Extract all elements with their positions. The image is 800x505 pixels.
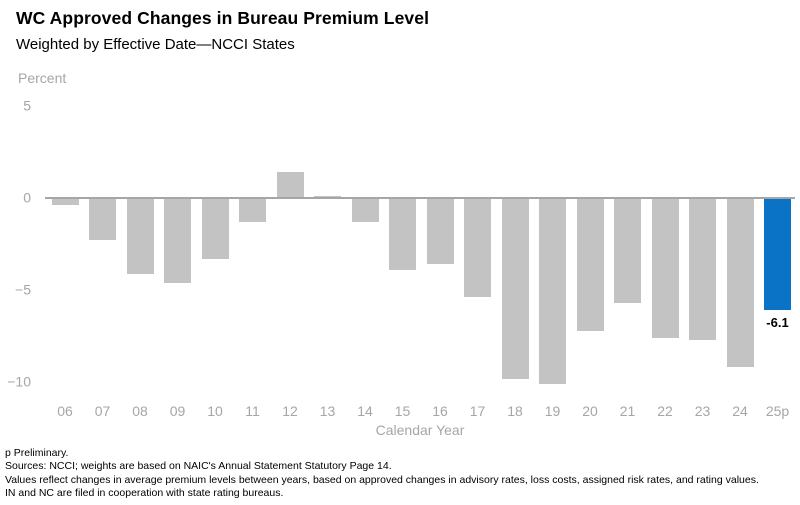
bar-19 bbox=[539, 198, 566, 385]
x-tick-label-24: 24 bbox=[732, 403, 748, 419]
bar-25p-highlight bbox=[764, 198, 791, 311]
x-tick-label-19: 19 bbox=[544, 403, 561, 419]
bar-11 bbox=[239, 198, 266, 222]
chart-title: WC Approved Changes in Bureau Premium Le… bbox=[16, 8, 430, 28]
x-tick-label-12: 12 bbox=[282, 403, 298, 419]
y-tick-label: 0 bbox=[23, 189, 31, 206]
x-tick-label-25p: 25p bbox=[765, 403, 790, 419]
bar-09 bbox=[164, 198, 191, 283]
bar-10 bbox=[201, 198, 229, 259]
bar-23 bbox=[689, 198, 716, 340]
x-tick-label-09: 09 bbox=[169, 403, 186, 419]
bar-14 bbox=[351, 198, 379, 222]
footnotes: p Preliminary. Sources: NCCI; weights are… bbox=[5, 447, 796, 501]
x-tick-label-18: 18 bbox=[507, 403, 523, 419]
bar-22 bbox=[651, 198, 679, 338]
bar-18 bbox=[501, 198, 529, 379]
x-tick-label-20: 20 bbox=[582, 403, 598, 419]
x-tick-label-11: 11 bbox=[245, 403, 260, 419]
x-tick-label-06: 06 bbox=[57, 403, 73, 419]
x-tick-label-17: 17 bbox=[469, 403, 486, 419]
x-tick-label-08: 08 bbox=[132, 403, 148, 419]
x-tick-label-15: 15 bbox=[394, 403, 411, 419]
x-tick-label-14: 14 bbox=[357, 403, 373, 419]
bar-06 bbox=[51, 198, 79, 206]
bar-16 bbox=[426, 198, 454, 265]
x-tick-label-07: 07 bbox=[94, 403, 111, 419]
bar-24 bbox=[726, 198, 754, 368]
x-axis-zero-line bbox=[45, 197, 795, 199]
x-tick-label-21: 21 bbox=[619, 403, 636, 419]
y-tick-label: 5 bbox=[23, 97, 31, 114]
bar-15 bbox=[389, 198, 416, 270]
x-tick-label-23: 23 bbox=[694, 403, 711, 419]
bar-21 bbox=[614, 198, 641, 303]
chart-subtitle: Weighted by Effective Date—NCCI States bbox=[16, 36, 295, 53]
bar-08 bbox=[126, 198, 154, 274]
y-tick-label: −5 bbox=[15, 281, 31, 298]
x-tick-label-22: 22 bbox=[657, 403, 673, 419]
bar-17 bbox=[464, 198, 491, 298]
y-tick-label: −10 bbox=[7, 373, 31, 390]
footnote-line: Values reflect changes in average premiu… bbox=[5, 473, 759, 486]
bar-20 bbox=[576, 198, 604, 331]
bar-12 bbox=[276, 172, 304, 198]
y-axis-unit-label: Percent bbox=[18, 70, 67, 86]
x-tick-label-13: 13 bbox=[319, 403, 336, 419]
x-tick-label-16: 16 bbox=[432, 403, 448, 419]
x-tick-label-10: 10 bbox=[207, 403, 223, 419]
footnote-line: IN and NC are filed in cooperation with … bbox=[5, 487, 284, 500]
highlight-value-label: -6.1 bbox=[766, 315, 789, 331]
bar-07 bbox=[89, 198, 116, 241]
footnote-line: p Preliminary. bbox=[5, 447, 69, 459]
footnote-line: Sources: NCCI; weights are based on NAIC… bbox=[5, 460, 392, 473]
x-axis-title: Calendar Year bbox=[375, 422, 465, 438]
